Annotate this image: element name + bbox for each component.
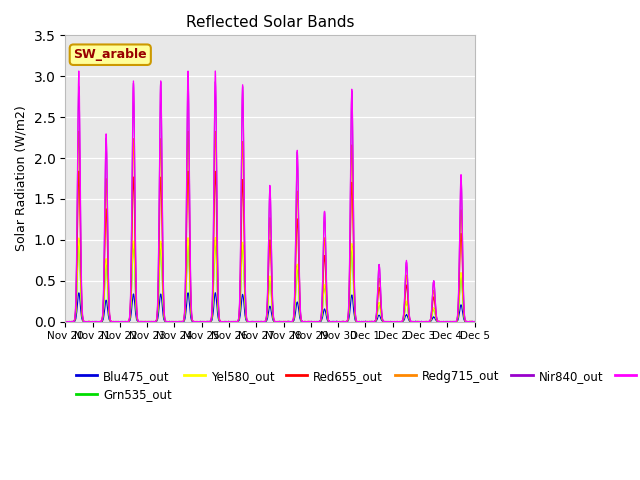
Blu475_out <box>290 318 298 324</box>
Redg715_out <box>184 128 192 134</box>
Title: Reflected Solar Bands: Reflected Solar Bands <box>186 15 354 30</box>
Redg715_out <box>435 319 442 324</box>
Nir840_out <box>61 319 69 324</box>
Red655_out <box>446 319 454 324</box>
Nir840_out <box>175 319 183 324</box>
Line: Nir840_out: Nir840_out <box>65 77 475 322</box>
Line: Redg715_out: Redg715_out <box>65 131 475 322</box>
Red655_out <box>388 319 396 324</box>
Nir840_out <box>446 319 454 324</box>
Grn535_out <box>176 319 184 324</box>
Legend: Blu475_out, Grn535_out, Yel580_out, Red655_out, Redg715_out, Nir840_out, Nir945_: Blu475_out, Grn535_out, Yel580_out, Red6… <box>71 365 640 406</box>
Blu475_out <box>435 319 443 324</box>
Nir840_out <box>290 312 298 318</box>
Grn535_out <box>281 319 289 324</box>
Grn535_out <box>61 319 69 324</box>
Nir840_out <box>435 318 442 324</box>
Yel580_out <box>471 319 479 324</box>
Blu475_out <box>61 319 69 324</box>
Text: SW_arable: SW_arable <box>74 48 147 61</box>
Y-axis label: Solar Radiation (W/m2): Solar Radiation (W/m2) <box>15 106 28 252</box>
Redg715_out <box>175 319 183 324</box>
Grn535_out <box>446 319 454 324</box>
Red655_out <box>471 319 479 324</box>
Yel580_out <box>388 319 396 324</box>
Blu475_out <box>176 319 184 324</box>
Yel580_out <box>281 319 289 324</box>
Nir945_out <box>388 319 396 324</box>
Red655_out <box>184 168 192 174</box>
Nir945_out <box>446 319 454 324</box>
Yel580_out <box>61 319 69 324</box>
Redg715_out <box>388 319 396 324</box>
Nir945_out <box>61 319 69 324</box>
Nir945_out <box>176 319 184 324</box>
Redg715_out <box>471 319 479 324</box>
Nir840_out <box>281 319 289 324</box>
Yel580_out <box>212 235 220 240</box>
Nir945_out <box>281 319 289 324</box>
Line: Nir945_out: Nir945_out <box>65 71 475 322</box>
Nir945_out <box>471 319 479 324</box>
Yel580_out <box>435 319 442 324</box>
Nir840_out <box>184 74 192 80</box>
Nir945_out <box>290 311 298 317</box>
Line: Blu475_out: Blu475_out <box>65 293 475 322</box>
Yel580_out <box>175 319 183 324</box>
Grn535_out <box>61 319 69 324</box>
Blu475_out <box>388 319 396 324</box>
Red655_out <box>61 319 69 324</box>
Red655_out <box>435 319 443 324</box>
Blu475_out <box>281 319 289 324</box>
Blu475_out <box>61 319 69 324</box>
Yel580_out <box>290 316 298 322</box>
Blu475_out <box>446 319 454 324</box>
Grn535_out <box>471 319 479 324</box>
Grn535_out <box>290 315 298 321</box>
Line: Red655_out: Red655_out <box>65 171 475 322</box>
Redg715_out <box>290 313 298 319</box>
Nir840_out <box>388 319 396 324</box>
Line: Grn535_out: Grn535_out <box>65 240 475 322</box>
Redg715_out <box>446 319 454 324</box>
Red655_out <box>281 318 289 324</box>
Line: Yel580_out: Yel580_out <box>65 238 475 322</box>
Red655_out <box>62 319 70 324</box>
Nir945_out <box>435 319 442 324</box>
Blu475_out <box>211 290 219 296</box>
Red655_out <box>290 312 298 318</box>
Nir945_out <box>75 68 83 74</box>
Grn535_out <box>435 319 443 324</box>
Blu475_out <box>471 319 479 324</box>
Nir840_out <box>471 319 479 324</box>
Grn535_out <box>388 319 396 324</box>
Redg715_out <box>281 319 289 324</box>
Yel580_out <box>446 319 454 324</box>
Grn535_out <box>211 237 219 243</box>
Redg715_out <box>61 319 69 324</box>
Red655_out <box>176 319 184 324</box>
